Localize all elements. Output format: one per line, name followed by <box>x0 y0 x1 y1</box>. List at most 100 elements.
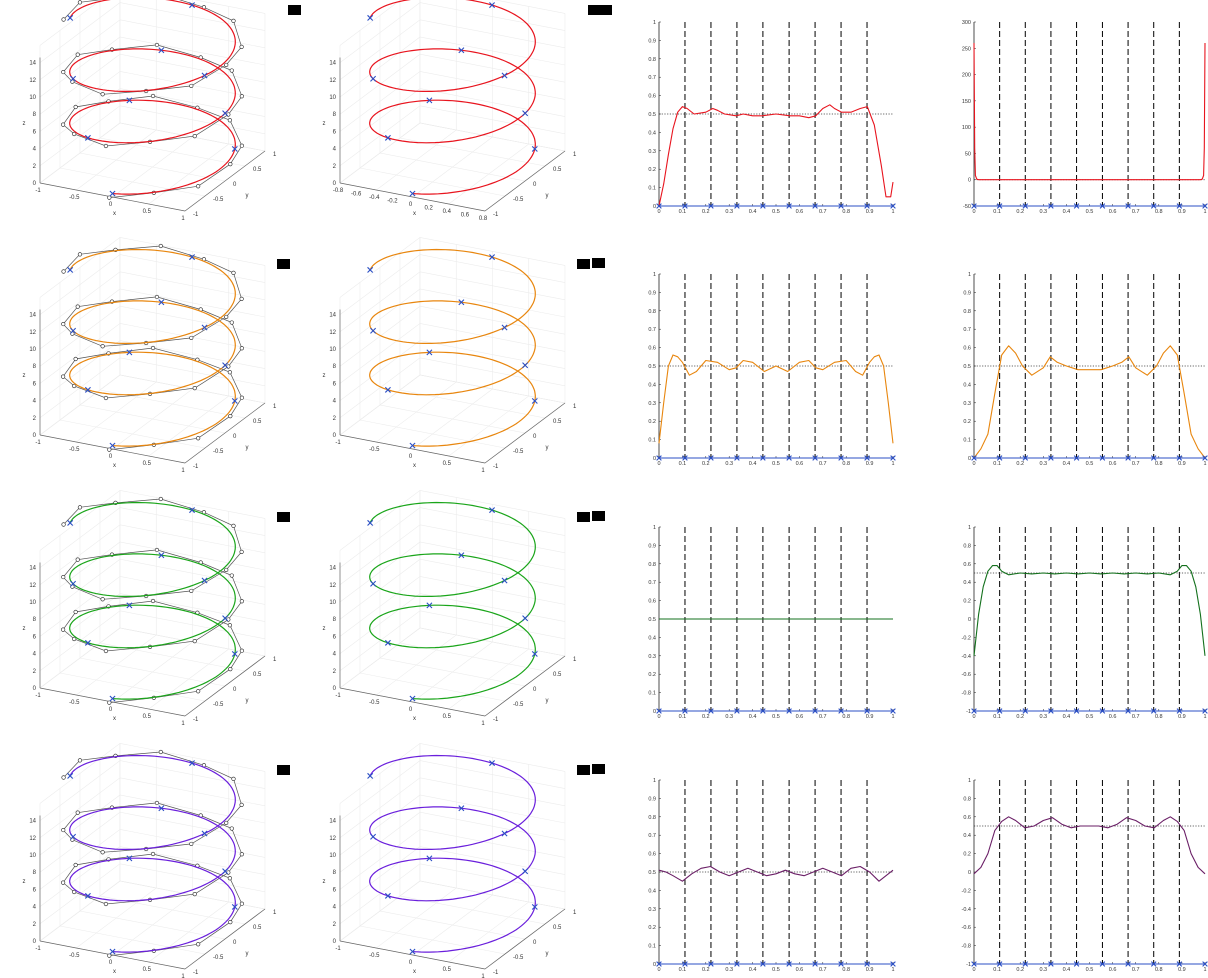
profile-curve <box>973 42 1206 181</box>
x-tick-label: 0.2 <box>702 461 710 467</box>
z-tick-label: 2 <box>333 164 337 170</box>
x-tick-label: 0.5 <box>772 209 780 215</box>
x-tick-label: 0.8 <box>842 461 850 467</box>
x-tick-label: -0.5 <box>369 953 380 959</box>
y-tick-label: 1 <box>653 778 656 784</box>
y-tick-label: 0.6 <box>648 599 656 605</box>
y-tick-label: 0 <box>653 204 656 210</box>
control-point <box>229 826 234 831</box>
x-tick-label: 0.4 <box>749 967 757 973</box>
x-tick-label: 1 <box>1203 209 1206 215</box>
x-tick-label: 1 <box>181 468 185 474</box>
x-tick-label: 0 <box>109 454 113 460</box>
knot-marker <box>656 708 662 714</box>
y-tick-label: 0.4 <box>648 130 656 136</box>
x-tick-label: 0 <box>109 202 113 208</box>
x-tick-label: 1 <box>891 967 894 973</box>
y-tick-label: 0.8 <box>648 562 656 568</box>
y-tick-label: 0.9 <box>963 290 971 296</box>
knot-marker <box>1176 455 1183 461</box>
profile-panel: 0 0.1 0.2 0.3 0.4 0.5 0.6 0.7 0.8 0.9 1-5005010015… <box>962 20 1208 215</box>
knot-marker <box>201 324 208 331</box>
y-tick-label: 0.2 <box>648 167 656 173</box>
x-tick-label: 0.6 <box>1109 461 1117 467</box>
grid-line <box>339 0 566 46</box>
knot-marker <box>531 650 538 657</box>
knot-marker <box>409 695 416 702</box>
z-tick-label: 2 <box>333 922 337 928</box>
x-tick-label: 0.2 <box>1016 461 1024 467</box>
knot-marker <box>158 552 165 559</box>
x-tick-label: 0.4 <box>749 209 757 215</box>
control-point <box>107 700 112 705</box>
y-tick-label: 0.7 <box>648 580 656 586</box>
knot-marker <box>1150 203 1157 209</box>
control-point <box>61 69 66 75</box>
control-point <box>150 345 156 351</box>
control-point <box>103 901 109 907</box>
panel-marker <box>588 5 601 15</box>
knot-marker <box>222 615 229 622</box>
knot-marker <box>971 203 977 209</box>
grid-line <box>339 88 566 149</box>
y-tick-label: 0.8 <box>648 57 656 63</box>
control-point <box>192 386 197 391</box>
y-tick-label: 0.2 <box>963 852 971 858</box>
x-axis-label: x <box>413 716 416 722</box>
y-tick-label: 0.9 <box>648 543 656 549</box>
y-tick-label: 0.9 <box>648 796 656 802</box>
knot-marker <box>522 615 529 622</box>
knot-marker <box>708 455 714 461</box>
knot-marker <box>231 903 238 910</box>
knot-marker <box>126 855 133 862</box>
knot-marker <box>189 507 196 514</box>
knot-marker <box>189 760 196 767</box>
knot-marker <box>426 602 433 609</box>
z-tick-label: 12 <box>29 78 36 84</box>
z-tick-label: 6 <box>33 381 37 387</box>
y-tick-label: 0 <box>653 962 656 968</box>
y-tick-label: -0.2 <box>962 635 971 641</box>
x-tick-label: 0.8 <box>1155 967 1163 973</box>
y-tick-label: -0.4 <box>962 654 971 660</box>
knot-marker <box>1048 203 1054 209</box>
knot-marker <box>656 455 662 461</box>
knot-marker <box>426 349 433 356</box>
grid-line <box>39 0 266 46</box>
x-axis-label: x <box>413 463 416 469</box>
x-tick-label: 0 <box>409 960 413 966</box>
control-point <box>229 320 234 325</box>
grid-line <box>79 152 226 182</box>
knot-marker <box>1125 203 1131 209</box>
z-tick-label: 0 <box>33 181 37 187</box>
y-tick-label: 100 <box>962 125 971 131</box>
x-tick-label: 0.5 <box>143 209 152 215</box>
x-tick-label: 0.4 <box>1063 209 1071 215</box>
y-tick-label: 0.2 <box>648 419 656 425</box>
grid-line <box>148 395 229 457</box>
panel-marker <box>599 5 612 15</box>
knot-marker <box>786 203 792 209</box>
control-point <box>61 775 66 780</box>
y-tick-label: -1 <box>193 464 199 470</box>
y-tick-label: 0.8 <box>963 796 971 802</box>
knot-marker <box>458 552 465 559</box>
x-tick-label: 0.6 <box>796 461 804 467</box>
control-point <box>227 370 232 375</box>
knot-marker <box>1048 961 1054 967</box>
z-tick-label: 14 <box>29 61 36 67</box>
y-tick-label: 0.8 <box>648 309 656 315</box>
grid-line <box>448 901 529 963</box>
control-point <box>103 143 109 149</box>
x-tick-label: 1 <box>1203 714 1206 720</box>
z-tick-label: 12 <box>29 330 36 336</box>
helix-curve <box>369 248 536 447</box>
panel-marker <box>577 259 590 269</box>
control-point <box>72 636 77 642</box>
knot-marker <box>1099 708 1106 714</box>
z-tick-label: 0 <box>333 939 337 945</box>
knot-marker <box>489 507 496 514</box>
y-tick-label: 0.5 <box>253 672 262 678</box>
